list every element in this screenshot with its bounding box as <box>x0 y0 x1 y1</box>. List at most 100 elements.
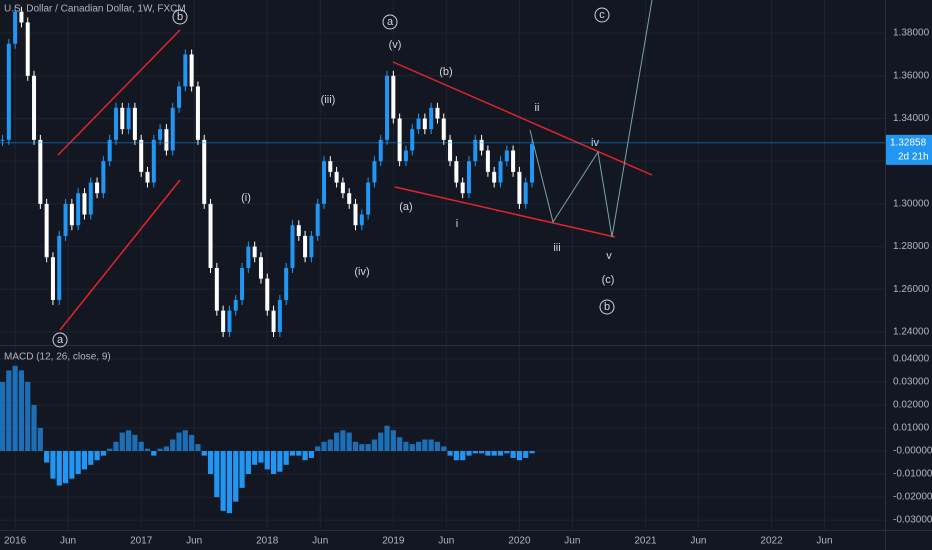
macd-bar <box>182 430 188 452</box>
candle <box>177 86 182 108</box>
candle <box>252 246 257 258</box>
y-tick-label: 0.04000 <box>893 354 930 365</box>
macd-bar <box>491 451 497 456</box>
wave-circle <box>172 9 188 25</box>
macd-bar <box>207 451 214 475</box>
wave-label: iii <box>553 242 560 254</box>
x-tick-label: Jun <box>438 536 454 547</box>
candle <box>498 161 503 183</box>
y-tick-label: 1.26000 <box>893 284 930 295</box>
x-tick-label: 2016 <box>4 536 27 547</box>
candle <box>479 139 484 151</box>
candle <box>385 75 390 140</box>
macd-bar <box>283 451 289 465</box>
macd-bar <box>359 444 365 452</box>
x-tick-label: 2020 <box>508 536 531 547</box>
macd-bar <box>195 444 201 452</box>
candle <box>517 171 522 204</box>
candle <box>530 144 535 183</box>
candle <box>44 203 49 258</box>
wave-label: (c) <box>602 274 615 286</box>
candle <box>435 107 440 119</box>
macd-bar <box>37 427 43 452</box>
candle <box>448 139 453 162</box>
wave-label: v <box>606 250 612 262</box>
macd-bar <box>516 451 523 461</box>
macd-bar <box>88 451 94 465</box>
macd-bar <box>214 451 220 498</box>
candle <box>246 246 251 268</box>
trend-line <box>392 61 653 176</box>
chart-title: U.S. Dollar / Canadian Dollar, 1W, FXCM <box>4 4 186 15</box>
macd-bar <box>485 451 491 456</box>
macd-bar <box>12 365 18 452</box>
wave-label: a <box>57 334 64 346</box>
candle <box>504 150 509 162</box>
candle <box>25 22 30 76</box>
macd-bar <box>31 404 37 452</box>
macd-bar <box>390 430 396 452</box>
macd-bar <box>189 434 195 452</box>
wave-circle <box>594 7 610 23</box>
wave-label: i <box>456 218 458 230</box>
candle <box>410 129 415 151</box>
candle <box>233 299 238 311</box>
candle <box>50 257 55 300</box>
candle <box>309 235 314 258</box>
wave-circle <box>382 14 398 30</box>
candle <box>0 139 5 141</box>
wave-label: (iv) <box>354 266 369 278</box>
x-tick-label: 2018 <box>256 536 279 547</box>
macd-bar <box>69 451 75 479</box>
wave-label: a <box>387 16 394 28</box>
candle <box>208 203 213 268</box>
macd-bar <box>428 439 434 452</box>
candle <box>82 193 87 215</box>
macd-bar <box>157 448 163 452</box>
candle <box>296 225 301 236</box>
candle <box>303 235 308 258</box>
macd-bar <box>277 451 283 472</box>
macd-bar <box>523 451 529 458</box>
macd-bar <box>321 441 327 452</box>
macd-bar <box>252 451 258 465</box>
drawings <box>57 0 653 331</box>
x-tick-label: 2019 <box>382 536 405 547</box>
macd-bar <box>176 432 182 452</box>
y-tick-label: -0.01000 <box>893 469 932 480</box>
candle <box>258 257 263 279</box>
candle <box>88 182 93 215</box>
macd-bar <box>144 448 151 452</box>
macd-bar <box>453 451 459 461</box>
macd-bar <box>56 451 62 486</box>
trend-line <box>57 29 181 156</box>
macd-bar <box>18 370 25 452</box>
candle <box>290 225 295 268</box>
candle <box>227 310 232 332</box>
countdown-label: 2d 21h <box>898 152 929 163</box>
macd-histogram <box>0 365 535 514</box>
macd-bar <box>460 451 466 461</box>
candle <box>422 118 427 130</box>
macd-bar <box>138 441 144 452</box>
x-tick-label: 2021 <box>634 536 657 547</box>
candle <box>240 267 245 300</box>
candle <box>214 267 219 311</box>
candle <box>69 203 74 226</box>
trend-line <box>394 186 616 238</box>
candle <box>284 267 289 300</box>
macd-bar <box>371 439 378 452</box>
macd-bar <box>447 451 453 456</box>
macd-bar <box>302 451 308 461</box>
macd-bar <box>352 441 359 452</box>
candle <box>271 310 276 332</box>
macd-bar <box>0 381 6 452</box>
candle <box>353 203 358 226</box>
candle <box>315 203 320 236</box>
macd-bar <box>50 451 56 479</box>
y-tick-label: -0.02000 <box>893 492 932 503</box>
wave-label: b <box>177 11 183 23</box>
candle <box>113 107 118 140</box>
candle <box>403 150 408 162</box>
